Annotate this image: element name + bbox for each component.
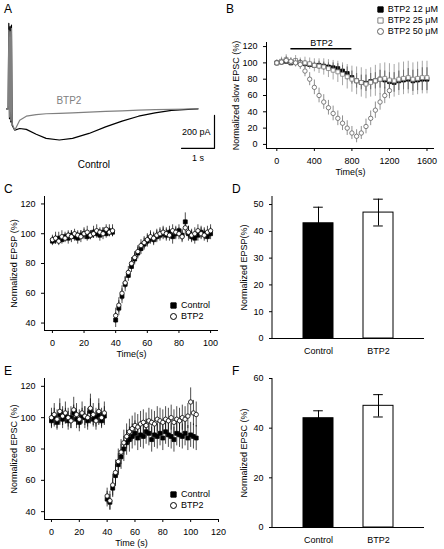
html-text:F: F <box>232 364 240 378</box>
html-text:BTP2: BTP2 <box>181 500 204 510</box>
svg-text:120: 120 <box>20 381 35 391</box>
svg-text:40: 40 <box>25 507 35 517</box>
svg-text:120: 120 <box>242 41 257 51</box>
svg-text:Normalized EPSC (%): Normalized EPSC (%) <box>9 404 19 493</box>
svg-text:Normalized slow EPSC (%): Normalized slow EPSC (%) <box>231 41 241 151</box>
html-text:C: C <box>4 182 13 196</box>
svg-text:60: 60 <box>142 338 152 348</box>
html-text:BTP2 50 μM: BTP2 50 μM <box>387 26 438 36</box>
svg-text:1600: 1600 <box>417 156 437 166</box>
svg-text:100: 100 <box>183 527 198 537</box>
svg-text:60: 60 <box>130 527 140 537</box>
svg-text:0: 0 <box>258 333 263 343</box>
html-text:Control: Control <box>181 300 210 310</box>
svg-text:BTP2: BTP2 <box>56 95 81 106</box>
svg-text:0: 0 <box>258 522 263 532</box>
svg-text:30: 30 <box>253 253 263 263</box>
svg-text:BTP2: BTP2 <box>367 535 390 545</box>
svg-text:10: 10 <box>253 307 263 317</box>
html-text:BTP2: BTP2 <box>181 311 204 321</box>
svg-text:100: 100 <box>242 58 257 68</box>
svg-text:1 s: 1 s <box>192 153 205 163</box>
svg-text:80: 80 <box>25 444 35 454</box>
svg-text:80: 80 <box>174 338 184 348</box>
svg-text:40: 40 <box>25 318 35 328</box>
svg-text:60: 60 <box>253 373 263 383</box>
svg-text:60: 60 <box>25 288 35 298</box>
svg-text:40: 40 <box>111 338 121 348</box>
html-text:BTP2 12 μM: BTP2 12 μM <box>387 4 438 14</box>
svg-text:80: 80 <box>25 258 35 268</box>
svg-text:20: 20 <box>247 123 257 133</box>
html-text:D: D <box>232 182 241 196</box>
svg-text:40: 40 <box>253 423 263 433</box>
svg-text:Time (s): Time (s) <box>115 538 148 548</box>
svg-text:Time(s): Time(s) <box>335 167 365 177</box>
svg-text:120: 120 <box>20 199 35 209</box>
svg-text:BTP2: BTP2 <box>367 346 390 356</box>
svg-text:20: 20 <box>74 527 84 537</box>
svg-text:100: 100 <box>203 338 218 348</box>
svg-text:Normalized EPSC (%): Normalized EPSC (%) <box>239 408 249 497</box>
html-text:E: E <box>4 364 12 378</box>
svg-text:80: 80 <box>158 527 168 537</box>
svg-text:120: 120 <box>211 527 226 537</box>
svg-text:100: 100 <box>20 413 35 423</box>
svg-text:Control: Control <box>304 535 333 545</box>
svg-text:20: 20 <box>79 338 89 348</box>
html-text:Control: Control <box>181 489 210 499</box>
svg-text:0: 0 <box>50 338 55 348</box>
svg-text:20: 20 <box>253 473 263 483</box>
svg-text:20: 20 <box>253 280 263 290</box>
svg-text:40: 40 <box>253 226 263 236</box>
svg-text:800: 800 <box>344 156 359 166</box>
svg-text:50: 50 <box>253 199 263 209</box>
svg-text:Normalized EPSP(%): Normalized EPSP(%) <box>239 224 249 310</box>
svg-text:0: 0 <box>252 139 257 149</box>
svg-text:200 pA: 200 pA <box>182 127 211 137</box>
svg-text:Normalized EPSP (%): Normalized EPSP (%) <box>9 219 19 307</box>
svg-text:100: 100 <box>20 229 35 239</box>
html-text:A: A <box>4 2 12 16</box>
svg-text:40: 40 <box>247 107 257 117</box>
svg-text:0: 0 <box>274 156 279 166</box>
svg-text:400: 400 <box>307 156 322 166</box>
svg-text:Control: Control <box>78 159 110 170</box>
svg-text:60: 60 <box>247 90 257 100</box>
svg-text:40: 40 <box>102 527 112 537</box>
svg-text:60: 60 <box>25 475 35 485</box>
svg-text:Control: Control <box>304 346 333 356</box>
svg-text:1200: 1200 <box>379 156 399 166</box>
svg-text:Time(s): Time(s) <box>116 349 146 359</box>
html-text:B: B <box>226 2 234 16</box>
svg-text:0: 0 <box>49 527 54 537</box>
svg-text:BTP2: BTP2 <box>310 38 333 48</box>
html-text:BTP2 25 μM: BTP2 25 μM <box>387 15 438 25</box>
svg-text:80: 80 <box>247 74 257 84</box>
